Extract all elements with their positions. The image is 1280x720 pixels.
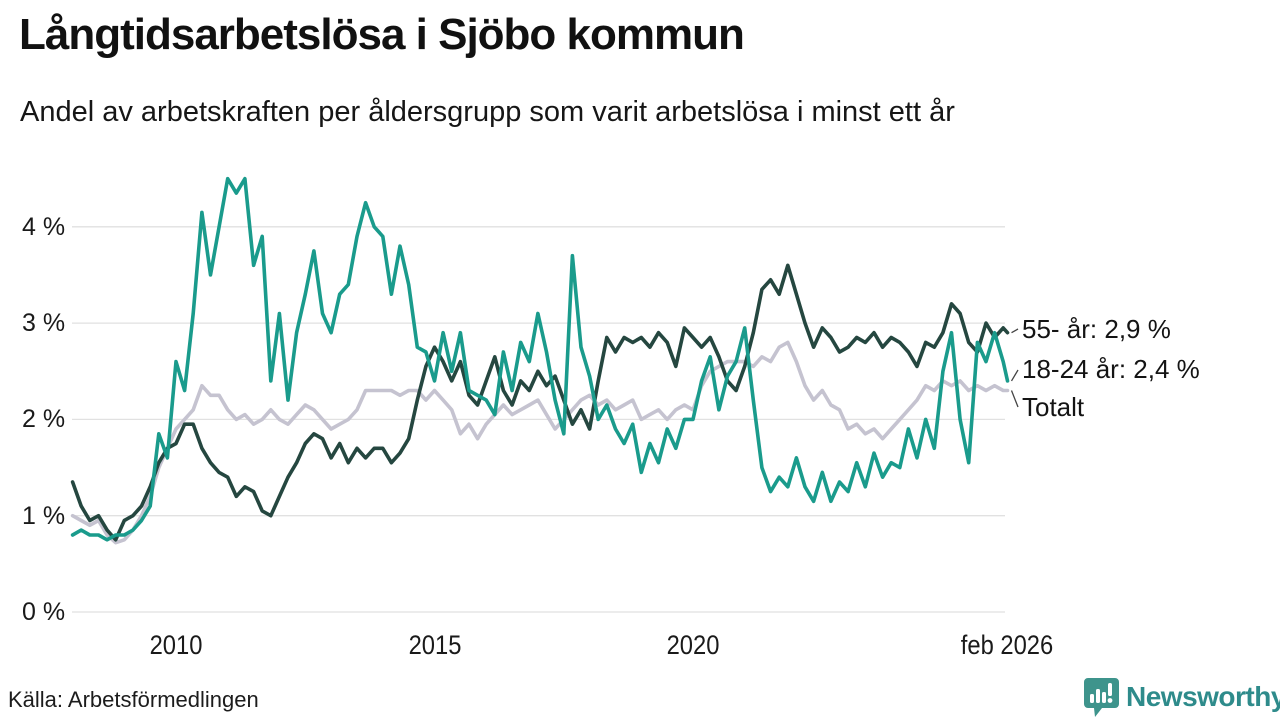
bar-chart-speech-bubble-icon <box>1084 678 1119 717</box>
page-title: Långtidsarbetslösa i Sjöbo kommun <box>19 10 745 59</box>
newsworthy-logo[interactable]: Newsworthy <box>1084 677 1280 717</box>
y-axis-tick-3: 3 % <box>22 309 66 338</box>
series-line-Totalt <box>70 340 1010 545</box>
x-axis-tick-feb-2026: feb 2026 <box>961 630 1054 660</box>
source-note: Källa: Arbetsförmedlingen <box>8 687 259 712</box>
y-axis-tick-0: 0 % <box>22 598 66 626</box>
end-label-connector-Totalt <box>1010 390 1019 408</box>
series-end-label-55-ar: 55- år: 2,9 % <box>1022 314 1171 344</box>
end-label-connector-18-24-r <box>1010 369 1019 382</box>
series-line-55--r <box>70 263 1010 542</box>
y-axis-tick-1: 1 % <box>22 501 66 530</box>
y-axis-tick-4: 4 % <box>22 212 66 241</box>
newsworthy-wordmark: Newsworthy <box>1126 681 1280 712</box>
end-label-connector-55--r <box>1011 328 1019 334</box>
page-subtitle: Andel av arbetskraften per åldersgrupp s… <box>20 96 955 128</box>
series-end-label-18-24-ar: 18-24 år: 2,4 % <box>1022 354 1200 384</box>
series-line-18-24-r <box>70 176 1010 542</box>
x-axis-tick-2015: 2015 <box>408 630 461 660</box>
x-axis-tick-2010: 2010 <box>149 630 203 660</box>
y-axis-tick-2: 2 % <box>22 405 66 434</box>
series-end-label-totalt: Totalt <box>1022 392 1085 422</box>
x-axis-tick-2020: 2020 <box>666 630 720 660</box>
